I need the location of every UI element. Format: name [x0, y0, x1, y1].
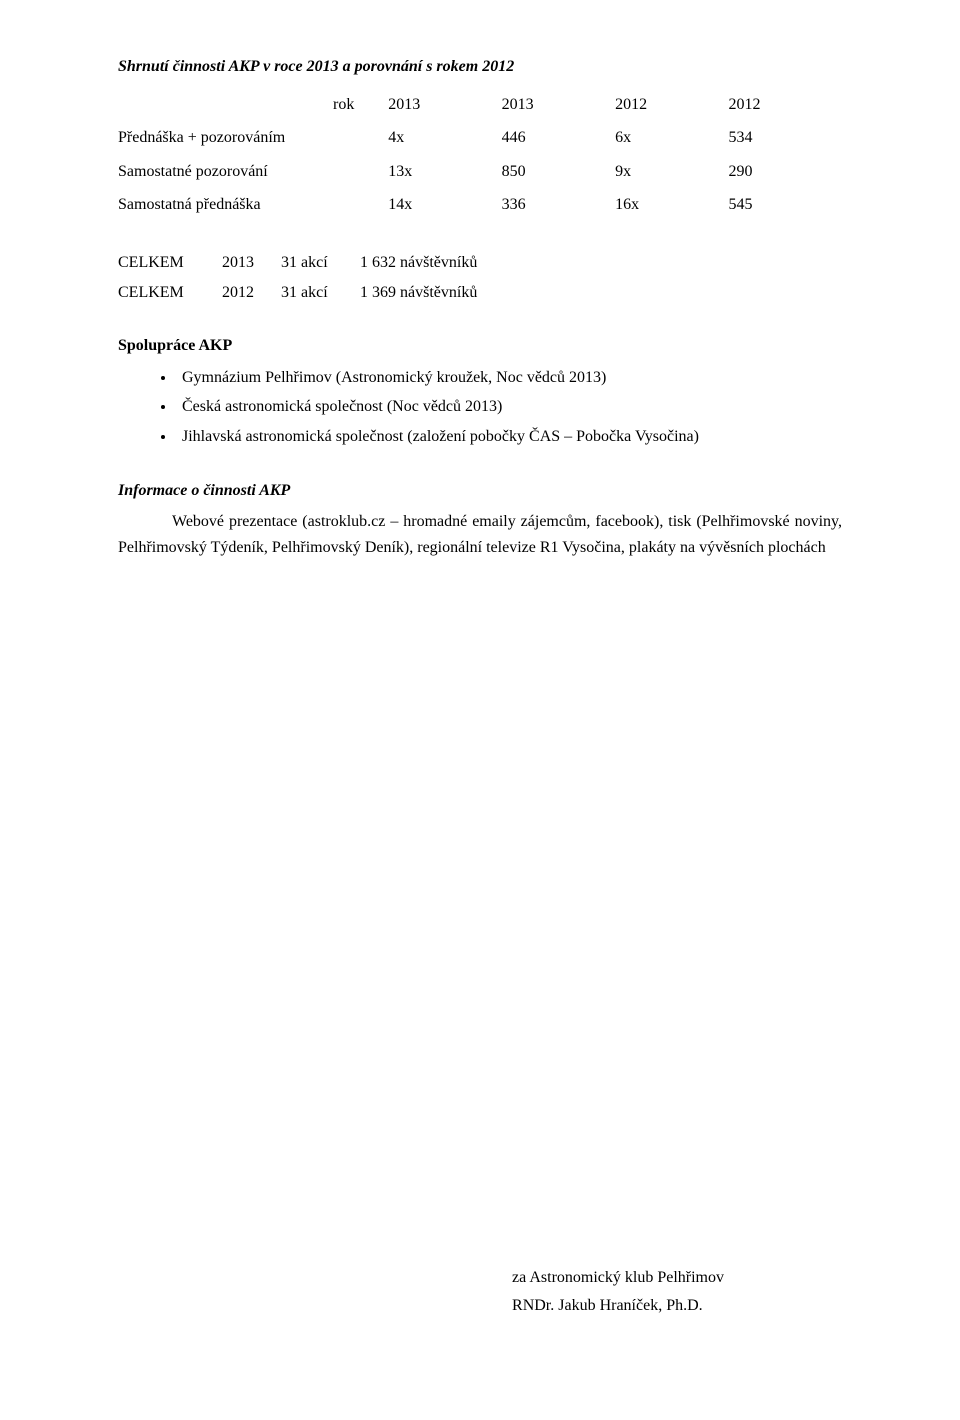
page-title: Shrnutí činnosti AKP v roce 2013 a porov… [118, 54, 842, 80]
cell: 16x [615, 188, 728, 222]
cell: 6x [615, 121, 728, 155]
totals-row: CELKEM 2013 31 akcí 1 632 návštěvníků [118, 250, 842, 276]
signature-line: za Astronomický klub Pelhřimov [512, 1264, 724, 1292]
list-item: Gymnázium Pelhřimov (Astronomický krouže… [176, 365, 842, 391]
table-row: Samostatné pozorování 13x 850 9x 290 [118, 155, 842, 189]
col-2012b: 2012 [729, 96, 761, 113]
totals-row: CELKEM 2012 31 akcí 1 369 návštěvníků [118, 280, 842, 306]
summary-table: rok 2013 2013 2012 2012 Přednáška + pozo… [118, 88, 842, 222]
totals-year: 2012 [222, 280, 277, 306]
col-rok: rok [333, 96, 354, 113]
signature-block: za Astronomický klub Pelhřimov RNDr. Jak… [512, 1264, 724, 1320]
cell: 850 [502, 155, 615, 189]
cell: 446 [502, 121, 615, 155]
row-label: Samostatné pozorování [118, 155, 388, 189]
table-row: Přednáška + pozorováním 4x 446 6x 534 [118, 121, 842, 155]
info-text: Webové prezentace (astroklub.cz – hromad… [118, 513, 842, 556]
signature-line: RNDr. Jakub Hraníček, Ph.D. [512, 1292, 724, 1320]
col-2013a: 2013 [388, 96, 420, 113]
cell: 534 [729, 121, 842, 155]
totals-year: 2013 [222, 250, 277, 276]
cell: 9x [615, 155, 728, 189]
cell: 336 [502, 188, 615, 222]
col-2013b: 2013 [502, 96, 534, 113]
totals-label: CELKEM [118, 250, 218, 276]
totals-visitors: 1 369 návštěvníků [360, 284, 477, 301]
cell: 290 [729, 155, 842, 189]
col-2012a: 2012 [615, 96, 647, 113]
info-paragraph: Webové prezentace (astroklub.cz – hromad… [118, 509, 842, 560]
cell: 545 [729, 188, 842, 222]
table-header-row: rok 2013 2013 2012 2012 [118, 88, 842, 122]
coop-heading: Spolupráce AKP [118, 333, 842, 359]
table-row: Samostatná přednáška 14x 336 16x 545 [118, 188, 842, 222]
coop-list: Gymnázium Pelhřimov (Astronomický krouže… [118, 365, 842, 450]
cell: 14x [388, 188, 501, 222]
row-label: Přednáška + pozorováním [118, 121, 388, 155]
totals-actions: 31 akcí [281, 250, 356, 276]
cell: 4x [388, 121, 501, 155]
totals-visitors: 1 632 návštěvníků [360, 254, 477, 271]
info-heading: Informace o činnosti AKP [118, 478, 842, 504]
totals-label: CELKEM [118, 280, 218, 306]
cell: 13x [388, 155, 501, 189]
list-item: Česká astronomická společnost (Noc vědců… [176, 394, 842, 420]
row-label: Samostatná přednáška [118, 188, 388, 222]
list-item: Jihlavská astronomická společnost (založ… [176, 424, 842, 450]
totals-actions: 31 akcí [281, 280, 356, 306]
totals-block: CELKEM 2013 31 akcí 1 632 návštěvníků CE… [118, 250, 842, 305]
